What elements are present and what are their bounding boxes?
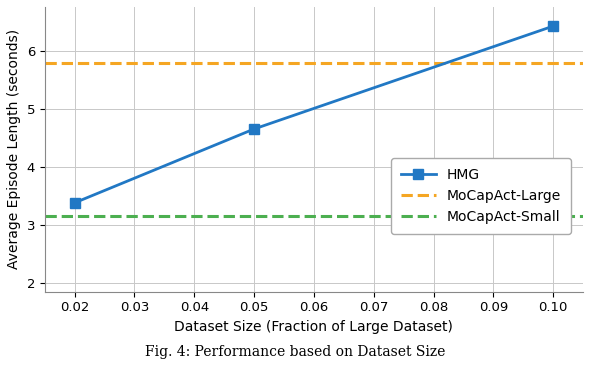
Text: Fig. 4: Performance based on Dataset Size: Fig. 4: Performance based on Dataset Siz… [145,345,445,359]
HMG [251,127,258,131]
Y-axis label: Average Episode Length (seconds): Average Episode Length (seconds) [7,29,21,269]
HMG [71,200,78,205]
Line: HMG: HMG [70,21,558,208]
Legend: HMG, MoCapAct-Large, MoCapAct-Small: HMG, MoCapAct-Large, MoCapAct-Small [391,158,571,233]
X-axis label: Dataset Size (Fraction of Large Dataset): Dataset Size (Fraction of Large Dataset) [175,320,453,334]
HMG [550,24,557,28]
